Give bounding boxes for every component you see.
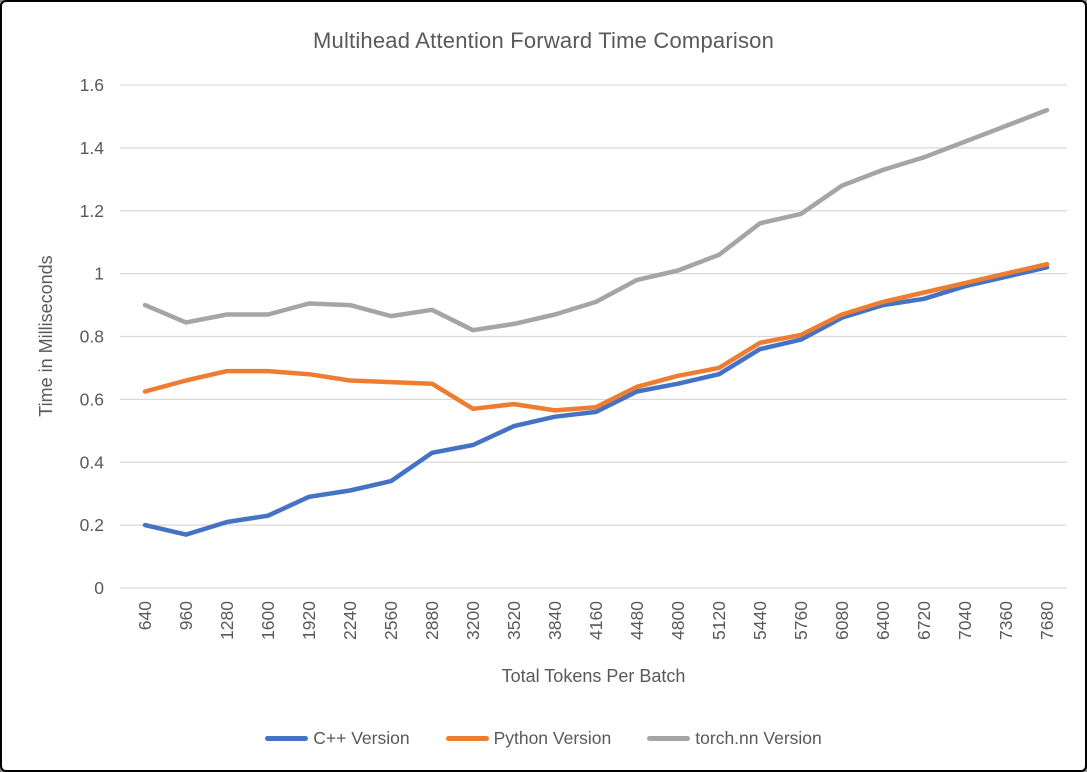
x-tick-label: 7680 bbox=[1037, 601, 1057, 640]
x-tick-label: 4480 bbox=[627, 601, 647, 640]
y-tick-label: 1.2 bbox=[80, 201, 104, 221]
x-tick-label: 6400 bbox=[873, 601, 893, 640]
legend: C++ Version Python Version torch.nn Versio… bbox=[2, 728, 1085, 749]
x-tick-label: 960 bbox=[176, 601, 196, 630]
legend-line-marker bbox=[647, 736, 691, 741]
x-tick-label: 7040 bbox=[955, 601, 975, 640]
y-tick-label: 0 bbox=[94, 578, 104, 598]
legend-label: C++ Version bbox=[313, 728, 410, 748]
y-axis-title: Time in Milliseconds bbox=[36, 255, 56, 417]
x-tick-label: 4800 bbox=[668, 601, 688, 640]
legend-item-c-version: C++ Version bbox=[265, 728, 410, 749]
x-tick-label: 3840 bbox=[545, 601, 565, 640]
legend-label: torch.nn Version bbox=[695, 728, 822, 748]
y-tick-label: 0.4 bbox=[80, 452, 105, 472]
x-tick-label: 3200 bbox=[463, 601, 483, 640]
legend-label: Python Version bbox=[493, 728, 612, 748]
x-tick-label: 640 bbox=[135, 601, 155, 630]
x-tick-label: 7360 bbox=[996, 601, 1016, 640]
y-tick-label: 1.4 bbox=[80, 138, 105, 158]
x-tick-label: 6720 bbox=[914, 601, 934, 640]
x-tick-label: 5120 bbox=[709, 601, 729, 640]
x-tick-label: 2560 bbox=[381, 601, 401, 640]
legend-line-marker bbox=[445, 736, 489, 741]
x-tick-label: 6080 bbox=[832, 601, 852, 640]
chart-title: Multihead Attention Forward Time Compari… bbox=[312, 28, 775, 53]
x-tick-label: 1280 bbox=[217, 601, 237, 640]
x-axis-title: Total Tokens Per Batch bbox=[501, 666, 686, 686]
y-tick-label: 0.6 bbox=[80, 389, 104, 409]
y-tick-label: 0.8 bbox=[80, 327, 104, 347]
x-tick-label: 4160 bbox=[586, 601, 606, 640]
y-tick-label: 1 bbox=[94, 264, 104, 284]
series-line-c-version bbox=[142, 265, 1050, 537]
y-tick-label: 1.6 bbox=[80, 75, 104, 95]
x-tick-label: 2240 bbox=[340, 601, 360, 640]
legend-line-marker bbox=[265, 736, 309, 741]
x-tick-label: 5760 bbox=[791, 601, 811, 640]
x-tick-label: 5440 bbox=[750, 601, 770, 640]
legend-item-python-version: Python Version bbox=[445, 728, 612, 749]
x-tick-label: 3520 bbox=[504, 601, 524, 640]
y-tick-label: 0.2 bbox=[80, 515, 104, 535]
series-line-python-version bbox=[142, 261, 1050, 413]
x-tick-label: 1920 bbox=[299, 601, 319, 640]
x-tick-label: 1600 bbox=[258, 601, 278, 640]
legend-item-torch-nn-version: torch.nn Version bbox=[647, 728, 822, 749]
series-line-torch-nn-version bbox=[142, 107, 1050, 333]
x-tick-label: 2880 bbox=[422, 601, 442, 640]
